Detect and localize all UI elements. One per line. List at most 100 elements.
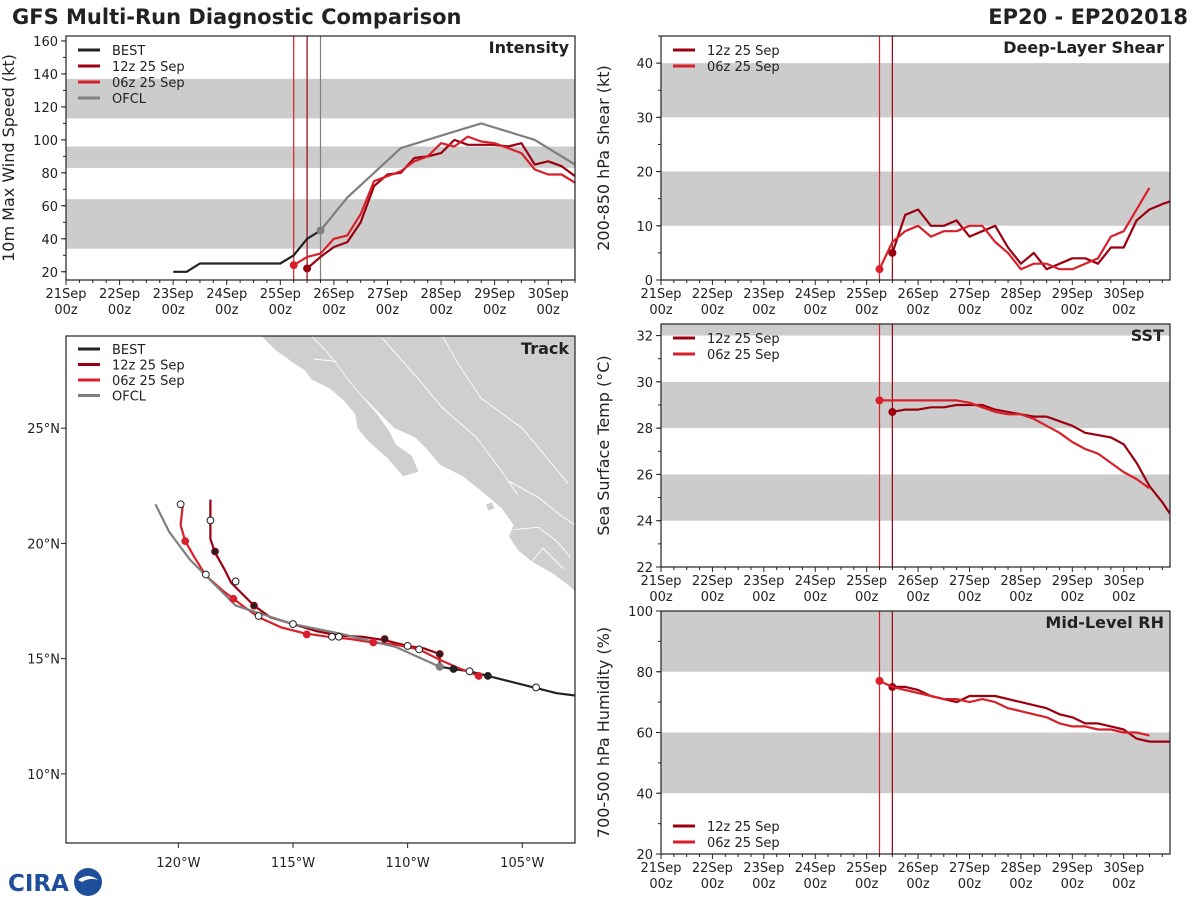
figure-title: GFS Multi-Run Diagnostic Comparison [12,5,462,29]
y-tick-label: 30 [636,111,653,126]
land-islas-marias [485,501,496,512]
x-tick-label-day: 28Sep [421,287,462,302]
y-axis-label: 200-850 hPa Shear (kt) [594,65,613,251]
track-line-12z-25-sep [209,499,441,667]
x-tick-label-day: 22Sep [692,861,733,876]
panel-title: Deep-Layer Shear [1003,38,1164,57]
x-tick-label-hour: 00z [1112,590,1136,605]
x-tick-label-day: 28Sep [1000,574,1041,589]
x-tick-label-day: 27Sep [949,861,990,876]
y-tick-label: 40 [636,787,653,802]
track-position-marker [176,500,185,509]
y-axis-label: 700-500 hPa Humidity (%) [594,627,613,838]
series-line-06z-25-sep [879,679,1150,737]
x-tick-label-day: 23Sep [743,861,784,876]
y-tick-label: 28 [636,422,653,437]
x-tick-label-hour: 00z [1061,877,1085,892]
panel-rh: 2040608010021Sep00z22Sep00z23Sep00z24Sep… [594,605,1171,892]
x-tick-label-day: 24Sep [206,287,247,302]
x-tick-label-hour: 00z [1061,590,1085,605]
series-line-ofcl [319,122,575,232]
panel-title: SST [1131,326,1164,345]
x-tick-label-day: 22Sep [692,574,733,589]
shaded-band [661,381,1170,429]
panel-title: Track [521,339,569,358]
map-layer [154,336,575,697]
legend-label: OFCL [112,92,147,107]
x-tick-label-hour: 00z [376,303,400,318]
shaded-band [661,324,1170,336]
legend-label: 06z 25 Sep [112,374,185,389]
shaded-band [661,611,1170,672]
x-tick-label-day: 28Sep [1000,861,1041,876]
state-border-line [508,480,575,526]
y-tick-label: 60 [636,727,653,742]
y-tick-label: 24 [636,515,653,530]
series-start-point [875,265,884,274]
x-tick-label: 105°W [500,856,544,871]
x-tick-label-day: 30Sep [1103,574,1144,589]
series-start-point [289,261,298,270]
x-tick-label-day: 28Sep [1000,287,1041,302]
track-position-marker [254,612,263,620]
y-tick-label: 120 [33,101,58,116]
x-tick-label-day: 26Sep [313,287,354,302]
x-tick-label-hour: 00z [906,303,930,318]
track-position-marker [435,662,444,671]
x-tick-label-day: 22Sep [99,287,140,302]
cira-globe-icon [74,868,102,896]
y-tick-label: 22 [636,561,653,576]
track-position-marker [328,632,336,641]
series-group [875,187,1170,274]
x-tick-label-day: 29Sep [1052,861,1093,876]
x-tick-label-hour: 00z [855,303,879,318]
x-tick-label-hour: 00z [649,877,673,892]
y-tick-label: 100 [628,605,653,620]
panel-intensity: 2040608010012014016021Sep00z22Sep00z23Se… [0,35,576,318]
x-tick-label-hour: 00z [958,877,982,892]
legend-label: 12z 25 Sep [707,820,780,835]
x-tick-label-hour: 00z [108,303,132,318]
x-tick-label-day: 25Sep [260,287,301,302]
x-tick-label-hour: 00z [752,877,776,892]
x-tick-label: 120°W [156,856,200,871]
x-tick-label-day: 21Sep [45,287,86,302]
x-tick-label-hour: 00z [701,303,725,318]
panel-title: Mid-Level RH [1045,613,1164,632]
series-line-12z-25-sep [306,138,575,270]
series-group [173,122,575,273]
series-line-06z-25-sep [878,187,1151,271]
x-tick-label-hour: 00z [752,303,776,318]
x-tick-label-day: 25Sep [846,574,887,589]
legend-label: BEST [112,343,145,358]
track-position-marker [403,642,412,650]
x-tick-label-hour: 00z [906,877,930,892]
legend-label: 12z 25 Sep [707,44,780,59]
state-border-line [531,547,564,570]
state-border-line [313,358,337,362]
y-tick-label: 20°N [27,537,60,552]
y-tick-label: 140 [33,68,58,83]
y-axis-label: 10m Max Wind Speed (kt) [0,54,18,262]
cira-logo: CIRA [8,868,102,897]
plot-frame [660,323,1171,568]
series-line-best [173,229,322,273]
track-position-marker [289,620,297,628]
track-position-marker [415,645,423,654]
y-tick-label: 40 [41,233,58,248]
x-tick-label-hour: 00z [1112,303,1136,318]
x-tick-label-hour: 00z [1009,877,1033,892]
y-tick-label: 15°N [27,653,60,668]
series-start-point [303,264,312,273]
series-line-06z-25-sep [879,399,1151,490]
track-line-06z-25-sep [179,504,480,677]
series-group [875,676,1170,743]
x-tick-label-hour: 00z [701,590,725,605]
x-tick-label: 110°W [386,856,430,871]
x-tick-label-day: 21Sep [640,861,681,876]
x-tick-label-hour: 00z [1009,303,1033,318]
x-tick-label-hour: 00z [701,877,725,892]
y-tick-label: 0 [645,274,653,289]
panel-sst: 22242628303221Sep00z22Sep00z23Sep00z24Se… [594,323,1171,605]
